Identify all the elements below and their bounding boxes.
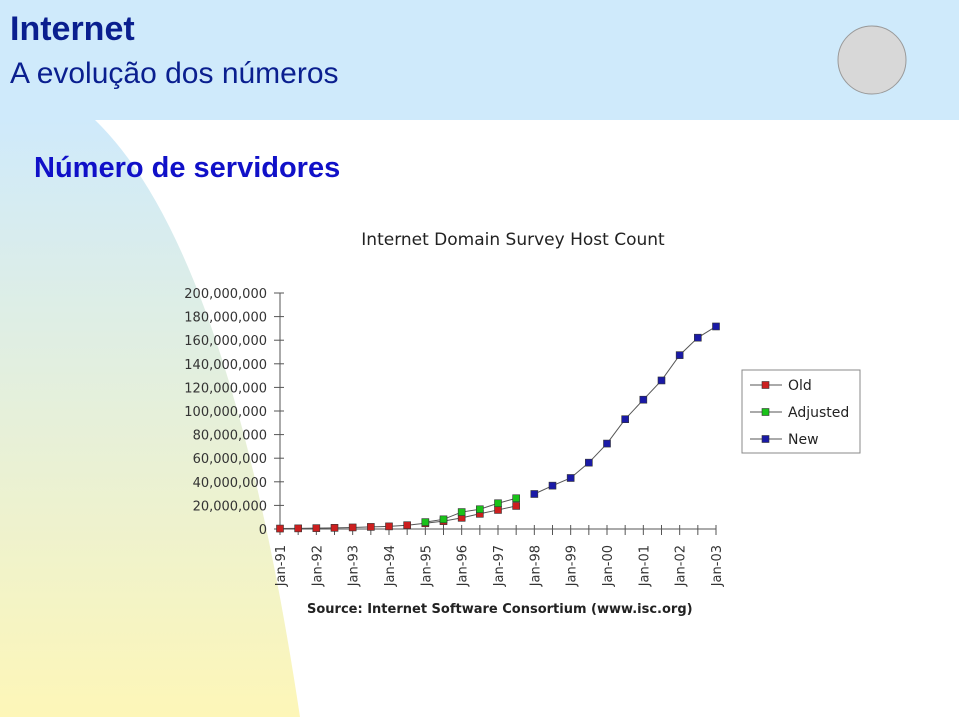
x-tick-label: Jan-94 xyxy=(383,545,398,587)
subtitle: A evolução dos números xyxy=(10,57,339,90)
point xyxy=(294,524,302,533)
x-tick-label: Jan-99 xyxy=(565,545,580,587)
point xyxy=(348,523,357,532)
x-tick-label: Jan-95 xyxy=(419,545,434,587)
legend-swatch xyxy=(761,408,770,416)
x-tick-label: Jan-02 xyxy=(674,545,689,587)
legend-label: Old xyxy=(788,378,812,394)
x-tick-label: Jan-93 xyxy=(347,545,362,587)
point xyxy=(530,490,539,498)
point xyxy=(603,439,611,448)
legend-swatch xyxy=(761,381,770,389)
legend-label: Adjusted xyxy=(788,405,849,421)
y-tick-label: 160,000,000 xyxy=(184,334,267,349)
chart: Internet Domain Survey Host Count 0 20,000… xyxy=(184,230,861,617)
x-tick-label: Jan-01 xyxy=(637,545,652,587)
x-tick-label: Jan-92 xyxy=(310,545,325,587)
y-tick-label: 40,000,000 xyxy=(193,476,267,491)
y-tick-label: 0 xyxy=(259,523,267,538)
globe-icon xyxy=(837,25,907,95)
heading: Número de servidores xyxy=(34,152,340,184)
x-tick-label: Jan-96 xyxy=(456,545,471,587)
y-tick-label: 20,000,000 xyxy=(193,499,267,514)
point xyxy=(367,523,375,531)
point xyxy=(494,506,502,514)
point xyxy=(312,524,321,532)
decor xyxy=(0,120,300,717)
point xyxy=(657,376,666,385)
legend-box xyxy=(741,369,861,454)
y-tick-label: 60,000,000 xyxy=(193,452,267,467)
legend-label: New xyxy=(788,432,819,448)
point xyxy=(621,415,629,424)
point xyxy=(566,474,575,482)
point xyxy=(385,522,393,531)
legend-swatch xyxy=(761,435,770,443)
y-tick-label: 120,000,000 xyxy=(184,381,267,396)
x-tick-label: Jan-98 xyxy=(528,545,543,587)
header-band xyxy=(0,0,959,120)
point xyxy=(476,505,484,514)
point xyxy=(694,333,702,342)
point xyxy=(494,499,502,508)
point xyxy=(439,515,448,524)
point xyxy=(457,508,466,516)
point xyxy=(548,481,557,490)
y-tick-label: 100,000,000 xyxy=(184,405,267,420)
x-tick-label: Jan-97 xyxy=(492,545,507,587)
source: Source: Internet Software Consortium (ww… xyxy=(307,602,693,617)
y-tick-label: 140,000,000 xyxy=(184,358,267,373)
point xyxy=(712,322,720,331)
point xyxy=(512,494,520,503)
x-tick-label: Jan-03 xyxy=(710,545,725,587)
x-tick-label: Jan-00 xyxy=(601,545,616,587)
point xyxy=(512,502,520,510)
point xyxy=(639,395,648,404)
point xyxy=(276,524,284,533)
y-tick-label: 200,000,000 xyxy=(184,287,267,302)
chart-title: Internet Domain Survey Host Count xyxy=(361,230,665,250)
y-tick-label: 180,000,000 xyxy=(184,311,267,326)
point xyxy=(675,351,684,359)
point xyxy=(421,518,430,526)
title: Internet xyxy=(10,10,135,48)
x-tick-label: Jan-91 xyxy=(274,545,289,587)
point xyxy=(403,521,411,530)
y-tick-label: 80,000,000 xyxy=(193,429,267,444)
point xyxy=(330,524,339,532)
point xyxy=(585,458,593,467)
